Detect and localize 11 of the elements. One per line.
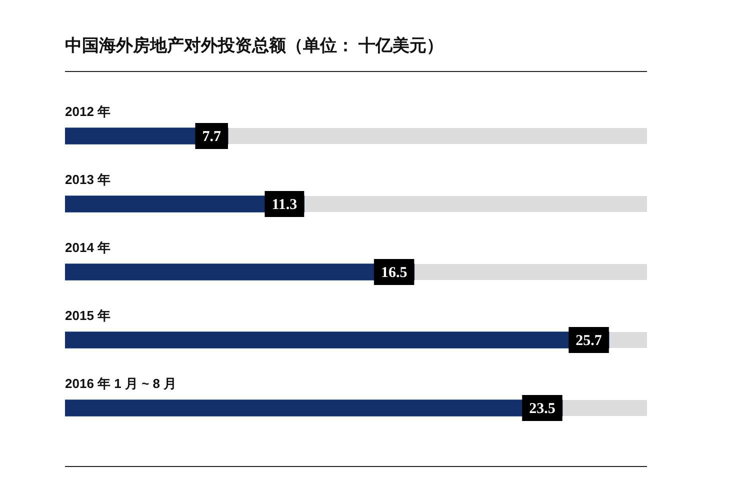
chart-title: 中国海外房地产对外投资总额（单位： 十亿美元） bbox=[65, 34, 647, 72]
y-tick-label: 2016 年 1 月 ~ 8 月 bbox=[65, 376, 177, 391]
y-tick-label: 2014 年 bbox=[65, 240, 111, 255]
data-label: 7.7 bbox=[202, 128, 222, 145]
data-label: 25.7 bbox=[576, 332, 602, 349]
y-tick-label: 2012 年 bbox=[65, 104, 111, 119]
data-label: 23.5 bbox=[529, 400, 556, 417]
data-label: 16.5 bbox=[380, 264, 408, 281]
y-tick-label: 2015 年 bbox=[65, 308, 111, 323]
y-tick-label: 2013 年 bbox=[65, 172, 111, 187]
data-label: 11.3 bbox=[272, 196, 298, 213]
